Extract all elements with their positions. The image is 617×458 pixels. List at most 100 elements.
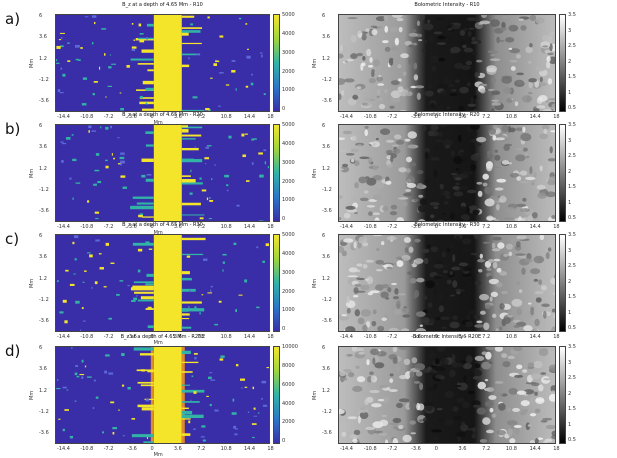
colorbar-tick: 3000 xyxy=(282,160,295,166)
y-tick-label: 1.2 xyxy=(322,56,330,62)
intensity-panel-title: Bolometric Intensity - R20E xyxy=(413,334,481,340)
colorbar-tick: 2.5 xyxy=(568,375,576,381)
y-tick-label: -1.2 xyxy=(39,409,49,415)
colorbar-tick: 6000 xyxy=(282,382,295,388)
x-tick-label: 10.8 xyxy=(506,114,517,120)
colorbar-tick: 10000 xyxy=(282,344,298,350)
x-tick-label: 18 xyxy=(267,446,273,452)
x-tick-label: 18 xyxy=(553,446,559,452)
x-tick-label: -14.4 xyxy=(340,334,353,340)
colorbar-tick: 2.5 xyxy=(568,153,576,159)
intensity-panel-title: Bolometric Intensity - R20 xyxy=(414,112,479,118)
colorbar-tick: 0.5 xyxy=(568,437,576,443)
y-tick-label: 3.6 xyxy=(322,34,330,40)
intensity-colorbar xyxy=(559,346,566,444)
y-tick-label: 1.2 xyxy=(322,166,330,172)
x-tick-label: -14.4 xyxy=(57,114,70,120)
colorbar-tick: 1000 xyxy=(282,307,295,313)
bz-map-image xyxy=(55,346,270,444)
colorbar-tick: 1 xyxy=(568,90,571,96)
colorbar-tick: 4000 xyxy=(282,31,295,37)
y-axis-label: Mm xyxy=(312,59,318,68)
x-tick-label: 10.8 xyxy=(221,446,232,452)
x-tick-label: -14.4 xyxy=(340,114,353,120)
x-tick-label: 14.4 xyxy=(530,114,541,120)
colorbar-tick: 3 xyxy=(568,28,571,34)
colorbar-tick: 2000 xyxy=(282,179,295,185)
y-tick-label: -3.6 xyxy=(322,430,332,436)
colorbar-tick: 4000 xyxy=(282,251,295,257)
y-tick-label: -1.2 xyxy=(39,77,49,83)
y-tick-label: 1.2 xyxy=(322,276,330,282)
x-tick-label: 10.8 xyxy=(221,334,232,340)
y-tick-label: 6 xyxy=(322,123,325,129)
y-tick-label: -3.6 xyxy=(39,430,49,436)
y-tick-label: -1.2 xyxy=(39,187,49,193)
y-tick-label: 6 xyxy=(39,345,42,351)
y-tick-label: -3.6 xyxy=(39,98,49,104)
x-tick-label: -10.8 xyxy=(364,334,377,340)
colorbar-tick: 3000 xyxy=(282,50,295,56)
y-tick-label: 6 xyxy=(39,233,42,239)
y-tick-label: 3.6 xyxy=(322,366,330,372)
colorbar-tick: 1 xyxy=(568,422,571,428)
x-tick-label: -14.4 xyxy=(57,224,70,230)
x-tick-label: -10.8 xyxy=(364,224,377,230)
x-tick-label: -10.8 xyxy=(364,114,377,120)
bz-colorbar xyxy=(273,234,280,332)
y-axis-label: Mm xyxy=(29,391,35,400)
y-tick-label: 1.2 xyxy=(39,56,47,62)
colorbar-tick: 2.5 xyxy=(568,43,576,49)
x-tick-label: 10.8 xyxy=(221,224,232,230)
colorbar-tick: 1.5 xyxy=(568,184,576,190)
bz-panel-title: B_z at a depth of 4.65 Mm - R30 xyxy=(122,222,203,228)
x-tick-label: -10.8 xyxy=(80,224,93,230)
colorbar-tick: 0 xyxy=(282,438,285,444)
x-tick-label: -14.4 xyxy=(57,334,70,340)
bz-map-image xyxy=(55,14,270,112)
x-tick-label: 3.6 xyxy=(174,446,182,452)
x-tick-label: 14.4 xyxy=(244,114,255,120)
row-label: c) xyxy=(5,230,19,248)
colorbar-tick: 0 xyxy=(282,106,285,112)
colorbar-tick: 2 xyxy=(568,279,571,285)
x-tick-label: -10.8 xyxy=(364,446,377,452)
x-tick-label: 14.4 xyxy=(244,446,255,452)
colorbar-tick: 3.5 xyxy=(568,122,576,128)
y-tick-label: 1.2 xyxy=(39,276,47,282)
bz-colorbar xyxy=(273,124,280,222)
x-tick-label: 10.8 xyxy=(506,446,517,452)
x-tick-label: -7.2 xyxy=(387,224,397,230)
y-axis-label: Mm xyxy=(29,59,35,68)
colorbar-tick: 3 xyxy=(568,360,571,366)
intensity-colorbar xyxy=(559,14,566,112)
y-tick-label: 3.6 xyxy=(39,366,47,372)
y-tick-label: 3.6 xyxy=(322,254,330,260)
x-tick-label: 14.4 xyxy=(530,334,541,340)
x-tick-label: 10.8 xyxy=(221,114,232,120)
row-label: a) xyxy=(5,10,20,28)
x-tick-label: -7.2 xyxy=(104,334,114,340)
colorbar-tick: 2000 xyxy=(282,289,295,295)
x-tick-label: -7.2 xyxy=(387,334,397,340)
y-tick-label: -3.6 xyxy=(322,98,332,104)
x-tick-label: 14.4 xyxy=(244,224,255,230)
x-tick-label: 7.2 xyxy=(482,224,490,230)
colorbar-tick: 2 xyxy=(568,169,571,175)
colorbar-tick: 0.5 xyxy=(568,215,576,221)
y-tick-label: 6 xyxy=(322,345,325,351)
y-tick-label: 6 xyxy=(39,13,42,19)
x-tick-label: 7.2 xyxy=(482,446,490,452)
intensity-map-image xyxy=(338,124,556,222)
y-tick-label: -3.6 xyxy=(39,208,49,214)
intensity-map-image xyxy=(338,346,556,444)
x-tick-label: -10.8 xyxy=(80,446,93,452)
x-tick-label: -3.6 xyxy=(127,446,137,452)
x-tick-label: -14.4 xyxy=(340,224,353,230)
x-tick-label: 18 xyxy=(553,334,559,340)
x-tick-label: 18 xyxy=(553,224,559,230)
colorbar-tick: 0 xyxy=(282,326,285,332)
y-tick-label: -3.6 xyxy=(322,208,332,214)
y-tick-label: 6 xyxy=(322,233,325,239)
x-tick-label: -10.8 xyxy=(80,114,93,120)
